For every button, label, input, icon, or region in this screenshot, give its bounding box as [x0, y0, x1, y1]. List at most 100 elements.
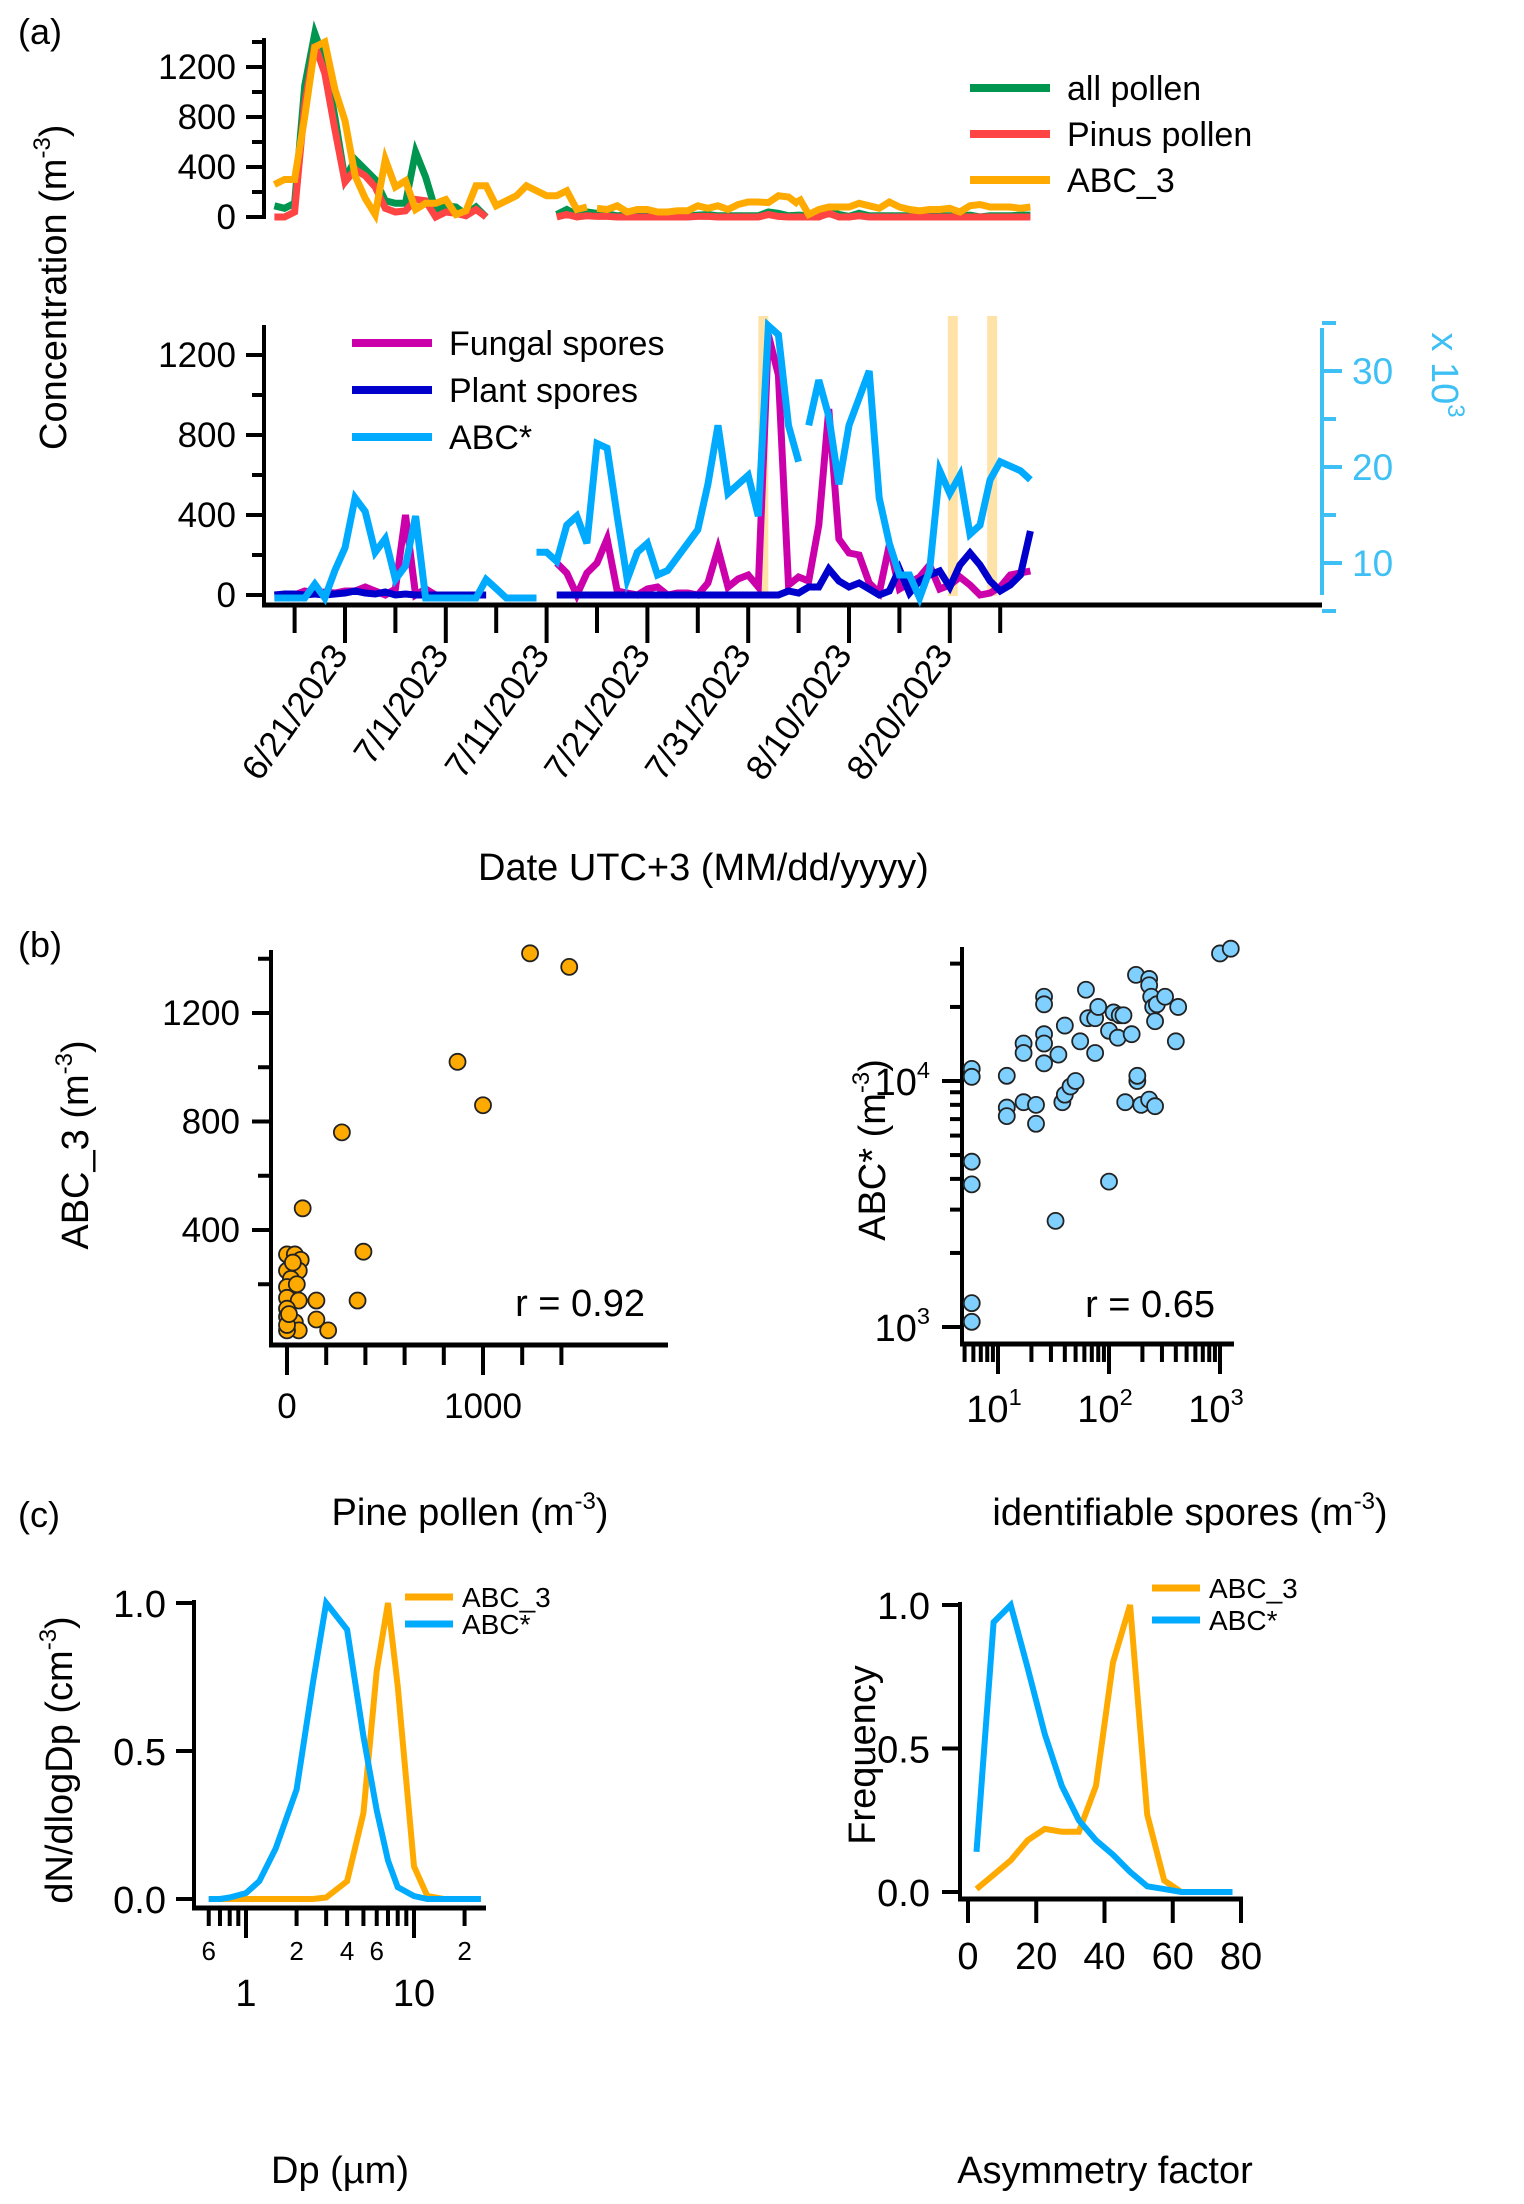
y-tick-label: 400 — [182, 1211, 240, 1250]
correlation-annotation: r = 0.92 — [515, 1283, 645, 1325]
legend-label: Fungal spores — [449, 325, 664, 363]
scatter-point — [307, 1310, 326, 1329]
scatter-point — [307, 1291, 326, 1310]
legend-label: Plant spores — [449, 372, 638, 410]
scatter-point — [1122, 1025, 1141, 1044]
y-tick-label: 103 — [875, 1303, 930, 1350]
scatter-point — [1169, 998, 1188, 1016]
y-axis-label: ABC_3 (m-3) — [51, 1040, 97, 1249]
scatter-point — [1146, 1097, 1164, 1116]
y-tick-label: 104 — [875, 1057, 930, 1104]
x-tick-label: 102 — [1077, 1384, 1132, 1431]
y-tick-label: 1200 — [158, 336, 236, 375]
y-tick-label: 800 — [178, 98, 236, 137]
scatter-point — [560, 957, 579, 976]
x-tick-label: 0 — [957, 1936, 978, 1978]
x-tick-label: 60 — [1152, 1936, 1194, 1978]
y2-tick-label: 10 — [1352, 543, 1393, 584]
scatter-point — [997, 1066, 1016, 1085]
x-tick-label: 103 — [1188, 1384, 1243, 1431]
scatter-point — [1066, 1072, 1085, 1090]
y-tick-label: 1.0 — [113, 1584, 166, 1626]
y-tick-label: 400 — [178, 496, 236, 535]
scatter-point — [1156, 987, 1174, 1006]
scatter-point — [1027, 1114, 1045, 1133]
y2-tick-label: 30 — [1352, 351, 1393, 392]
scatter-point — [997, 1107, 1016, 1125]
x-axis-label: identifiable spores (m-3) — [992, 1488, 1387, 1534]
panel-label-a: (a) — [18, 11, 62, 52]
series-line-abc_3 — [208, 1602, 481, 1902]
scatter-point — [1221, 939, 1240, 958]
y2-axis-label: x 103 — [1423, 332, 1469, 417]
y-tick-label: 0.5 — [113, 1732, 166, 1774]
scatter-point — [521, 944, 539, 963]
series-line-abc- — [208, 1595, 481, 1902]
scatter-point — [962, 1294, 981, 1313]
legend-label: all pollen — [1067, 70, 1201, 108]
x-tick-label: 1 — [235, 1973, 256, 2015]
panel-b-right-scatter: 103 104 101 102 103 r = 0.65 ABC* (m-3) identif… — [848, 939, 1388, 1534]
x-tick-label: 80 — [1220, 1936, 1262, 1978]
legend-label: ABC* — [462, 1609, 531, 1640]
scatter-point — [1035, 995, 1053, 1014]
y-tick-label: 0.0 — [113, 1880, 166, 1922]
x-tick-label: 7/1/2023 — [346, 637, 456, 771]
scatter-point — [962, 1152, 981, 1171]
x-minor-tick-label: 2 — [457, 1936, 471, 1966]
x-tick-label: 0 — [277, 1387, 296, 1426]
series-line-pinus-pollen — [555, 209, 1031, 221]
x-tick-label: 101 — [966, 1384, 1021, 1431]
highlight-band — [987, 316, 998, 596]
x-minor-tick-label: 4 — [340, 1936, 354, 1966]
scatter-point — [1027, 1095, 1045, 1114]
scatter-point — [280, 1305, 298, 1323]
x-axis-label: Dp (µm) — [271, 2150, 409, 2192]
scatter-point — [1035, 1034, 1053, 1053]
scatter-point — [1166, 1032, 1185, 1051]
scatter-point — [287, 1275, 306, 1294]
x-tick-label: 6/21/2023 — [234, 637, 355, 787]
legend-label: ABC_3 — [1067, 162, 1175, 200]
x-minor-tick-label: 2 — [289, 1936, 303, 1966]
correlation-annotation: r = 0.65 — [1085, 1284, 1215, 1326]
scatter-point — [1128, 1066, 1147, 1085]
series-line-plant-spores — [556, 530, 1034, 600]
y-tick-label: 0.0 — [877, 1873, 930, 1915]
series-line-abc_3 — [272, 36, 588, 225]
scatter-point — [448, 1052, 467, 1071]
y-axis-label: dN/dlogDp (cm-3) — [35, 1616, 81, 1903]
scatter-point — [348, 1291, 367, 1310]
legend-label: ABC_3 — [1209, 1573, 1298, 1604]
series-line-abc- — [973, 1599, 1233, 1895]
series-line-abc- — [274, 489, 537, 606]
panel-label-c: (c) — [18, 1494, 60, 1535]
y-tick-label: 400 — [178, 148, 236, 187]
y-axis-label: ABC* (m-3) — [848, 1059, 894, 1241]
x-minor-tick-label: 6 — [369, 1936, 383, 1966]
scatter-point — [1046, 1211, 1065, 1230]
scatter-point — [1116, 1093, 1135, 1112]
panel-a-ylabel: Concentration (m-3) — [29, 125, 75, 450]
series-line-abc- — [536, 318, 802, 594]
scatter-point — [283, 1253, 302, 1272]
y-tick-label: 0 — [217, 576, 236, 615]
y-axis-label: Frequency — [842, 1665, 884, 1845]
legend-label: ABC* — [449, 419, 532, 457]
scatter-point — [474, 1096, 492, 1115]
x-tick-label: 20 — [1015, 1936, 1057, 1978]
legend-label: ABC_3 — [462, 1582, 551, 1613]
y-tick-label: 0.5 — [877, 1730, 930, 1772]
scatter-point — [1086, 1044, 1105, 1062]
scatter-point — [1055, 1016, 1074, 1035]
scatter-point — [1049, 1045, 1068, 1064]
scatter-point — [354, 1242, 373, 1261]
series-line-abc_3 — [795, 195, 1031, 220]
y-tick-label: 800 — [178, 416, 236, 455]
y-tick-label: 0 — [217, 198, 236, 237]
scatter-point — [319, 1321, 338, 1340]
scatter-point — [1089, 998, 1108, 1016]
